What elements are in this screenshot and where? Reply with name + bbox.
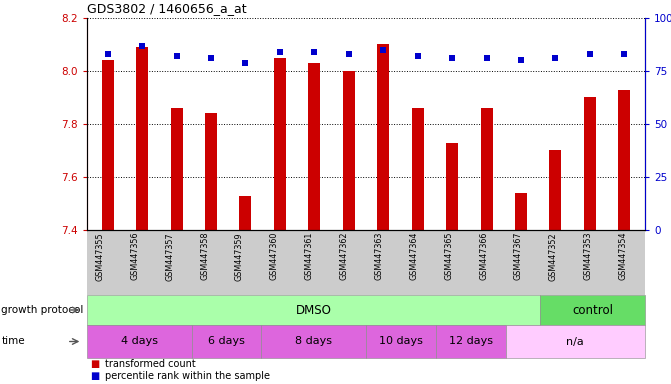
Text: GSM447364: GSM447364 [409,232,418,280]
Text: transformed count: transformed count [105,359,196,369]
Point [378,47,389,53]
Point [515,57,526,63]
Text: time: time [1,336,25,346]
Text: 6 days: 6 days [208,336,245,346]
Bar [308,63,320,230]
Point [584,51,595,57]
Bar [411,108,423,230]
Text: 12 days: 12 days [449,336,493,346]
Text: GSM447365: GSM447365 [444,232,453,280]
Bar [101,60,113,230]
Text: GSM447357: GSM447357 [165,232,174,281]
Bar [550,151,562,230]
Text: GSM447363: GSM447363 [374,232,383,280]
Bar [240,195,252,230]
Bar [170,108,183,230]
Text: 10 days: 10 days [379,336,423,346]
Point [447,55,458,61]
Text: ■: ■ [91,359,99,369]
Bar [618,89,630,230]
Bar [515,193,527,230]
Bar [480,108,493,230]
Bar [343,71,355,230]
Text: GSM447355: GSM447355 [95,232,105,281]
Text: 8 days: 8 days [295,336,332,346]
Point [550,55,561,61]
Text: growth protocol: growth protocol [1,305,84,315]
Point [309,49,319,55]
Text: n/a: n/a [566,336,584,346]
Point [102,51,113,57]
Point [344,51,354,57]
Point [619,51,629,57]
Point [137,43,148,49]
Bar [446,142,458,230]
Text: GSM447358: GSM447358 [200,232,209,280]
Bar [136,47,148,230]
Text: GSM447362: GSM447362 [340,232,348,280]
Point [240,60,251,66]
Bar [205,113,217,230]
Text: GSM447356: GSM447356 [130,232,140,280]
Text: GSM447353: GSM447353 [584,232,592,280]
Point [274,49,285,55]
Text: GSM447366: GSM447366 [479,232,488,280]
Text: percentile rank within the sample: percentile rank within the sample [105,371,270,381]
Bar [274,58,286,230]
Point [205,55,216,61]
Point [171,53,182,59]
Bar [377,45,389,230]
Text: DMSO: DMSO [296,303,331,316]
Text: GSM447360: GSM447360 [270,232,279,280]
Point [481,55,492,61]
Text: control: control [572,303,613,316]
Text: GSM447352: GSM447352 [549,232,558,281]
Text: GSM447359: GSM447359 [235,232,244,281]
Bar [584,98,596,230]
Text: GSM447361: GSM447361 [305,232,313,280]
Text: 4 days: 4 days [121,336,158,346]
Text: ■: ■ [91,371,99,381]
Text: GSM447354: GSM447354 [619,232,627,280]
Point [412,53,423,59]
Text: GDS3802 / 1460656_a_at: GDS3802 / 1460656_a_at [87,2,247,15]
Text: GSM447367: GSM447367 [514,232,523,280]
